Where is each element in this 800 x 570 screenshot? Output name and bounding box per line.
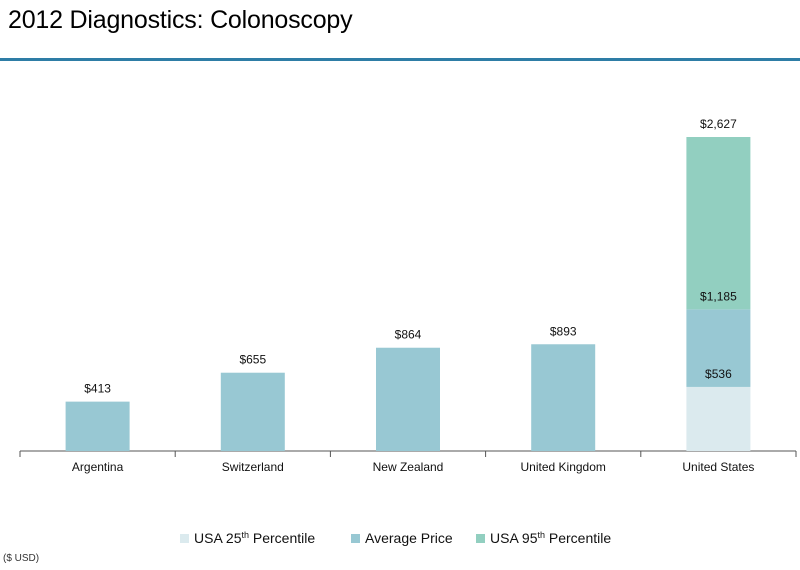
legend-swatch-1 xyxy=(180,534,189,543)
bar-united-states-usa-25th xyxy=(686,386,751,451)
bar-united-states-average-price xyxy=(686,309,751,387)
x-tick-label-switzerland: Switzerland xyxy=(222,460,284,474)
bar-switzerland xyxy=(220,372,285,451)
bar-united-states-usa-95th xyxy=(686,137,751,310)
data-label-united-kingdom: $893 xyxy=(550,324,577,338)
legend-label-2: Average Price xyxy=(365,530,453,546)
legend-swatch-2 xyxy=(351,534,360,543)
data-label-united-states-average: $1,185 xyxy=(700,289,737,303)
bar-new-zealand xyxy=(376,347,440,451)
data-label-switzerland: $655 xyxy=(239,353,266,367)
x-tick-label-argentina: Argentina xyxy=(72,460,124,474)
bar-united-kingdom xyxy=(531,344,596,451)
x-tick-label-new-zealand: New Zealand xyxy=(373,460,444,474)
data-label-new-zealand: $864 xyxy=(395,328,422,342)
x-tick-label-united-kingdom: United Kingdom xyxy=(521,460,606,474)
x-tick-label-united-states: United States xyxy=(682,460,754,474)
data-label-argentina: $413 xyxy=(84,382,111,396)
data-label-united-states-25th: $536 xyxy=(705,367,732,381)
legend-label-1: USA 25th Percentile xyxy=(194,530,315,546)
bar-argentina xyxy=(65,401,130,451)
chart-title: 2012 Diagnostics: Colonoscopy xyxy=(8,6,353,34)
legend-swatch-3 xyxy=(476,534,485,543)
legend-label-3: USA 95th Percentile xyxy=(490,530,611,546)
unit-note: ($ USD) xyxy=(3,553,40,564)
title-rule xyxy=(0,58,800,61)
data-label-united-states-95th: $2,627 xyxy=(700,117,737,131)
